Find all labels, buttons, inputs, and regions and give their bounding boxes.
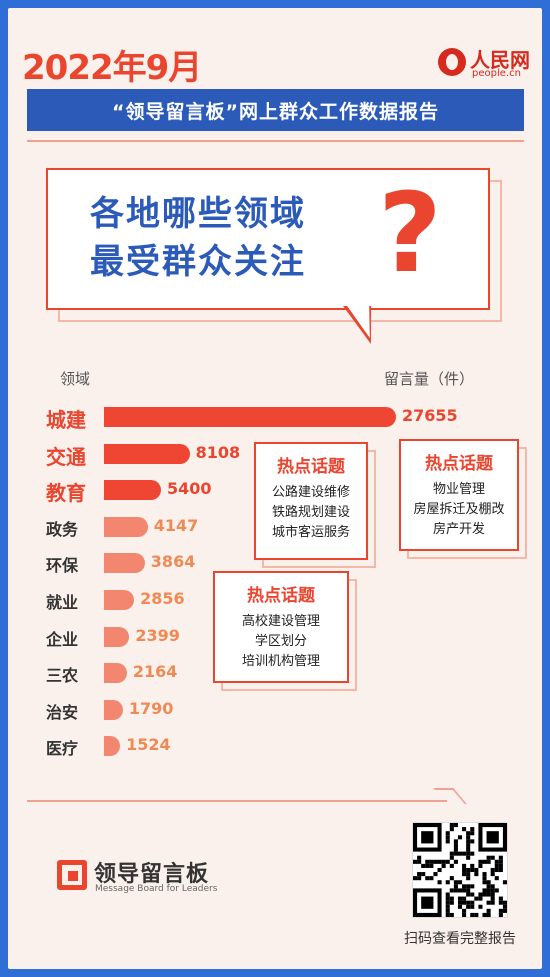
bar (104, 407, 396, 427)
hot-topic-item: 物业管理 (432, 482, 485, 497)
hot-topic-item: 学区划分 (254, 634, 307, 649)
bar-value-label: 3864 (150, 552, 196, 572)
hot-topic-card-transport: 热点话题 公路建设维修 铁路规划建设 城市客运服务 (254, 442, 368, 560)
category-label: 治安 (46, 702, 79, 722)
people-logo-url: people.cn (472, 68, 521, 79)
bar-value-label: 1790 (128, 698, 174, 718)
bar-value-label: 2856 (140, 589, 185, 608)
category-label: 交通 (46, 444, 86, 469)
axis-label-count: 留言量（件） (384, 370, 475, 388)
category-label: 环保 (46, 556, 79, 576)
header-divider (27, 140, 524, 142)
qr-caption: 扫码查看完整报告 (404, 931, 516, 947)
hot-topic-item: 房产开发 (432, 522, 485, 537)
hot-topic-title: 热点话题 (277, 457, 345, 477)
bar-value-label: 2164 (132, 662, 178, 682)
message-board-brand-en: Message Board for Leaders (95, 884, 218, 894)
category-label: 城建 (46, 408, 86, 432)
category-label: 政务 (46, 519, 79, 539)
people-logo-text: 人民网 (470, 48, 530, 72)
bar-value-label: 2399 (135, 625, 180, 645)
category-label: 企业 (46, 629, 79, 649)
hot-topic-item: 高校建设管理 (241, 614, 320, 629)
hot-topic-item: 房屋拆迁及棚改 (413, 502, 505, 517)
bar (104, 626, 130, 647)
hot-topic-item: 培训机构管理 (241, 654, 320, 669)
axis-label-field: 领域 (60, 370, 91, 388)
headline-line1: 各地哪些领域 (90, 194, 306, 234)
headline: 各地哪些领域 最受群众关注 (90, 190, 306, 286)
bar (104, 443, 190, 464)
bar (104, 663, 127, 684)
headline-line2: 最受群众关注 (90, 242, 306, 282)
bar-value-label: 1524 (126, 735, 171, 755)
bar-value-label: 4147 (153, 515, 199, 535)
bar (104, 516, 148, 537)
bar-value-label: 8108 (195, 442, 241, 462)
message-board-brand: 领导留言板 (94, 862, 210, 887)
question-mark-icon: ? (378, 169, 442, 297)
report-date: 2022年9月 (22, 48, 202, 88)
bar (104, 553, 145, 574)
headline-bubble (46, 168, 490, 310)
footer-divider (27, 800, 447, 802)
qr-code-icon (413, 823, 507, 917)
hot-topic-title: 热点话题 (247, 586, 315, 606)
hot-topic-item: 铁路规划建设 (271, 505, 350, 520)
hot-topic-item: 城市客运服务 (271, 525, 350, 540)
bar-value-label: 27655 (402, 406, 458, 425)
bar (104, 699, 123, 720)
bar (104, 736, 121, 757)
report-subtitle: “领导留言板”网上群众工作数据报告 (27, 89, 524, 131)
bar (104, 480, 162, 501)
qr-code[interactable] (412, 822, 508, 918)
hot-topic-title: 热点话题 (425, 454, 493, 474)
people-logo-icon (438, 48, 466, 76)
category-label: 三农 (46, 666, 79, 686)
bar-value-label: 5400 (167, 479, 212, 499)
category-label: 教育 (46, 481, 86, 506)
category-label: 就业 (46, 593, 79, 612)
hot-topic-card-construction: 热点话题 物业管理 房屋拆迁及棚改 房产开发 (399, 439, 519, 551)
hot-topic-card-education: 热点话题 高校建设管理 学区划分 培训机构管理 (213, 571, 349, 683)
bar (104, 590, 135, 610)
category-label: 医疗 (46, 739, 79, 759)
hot-topic-item: 公路建设维修 (271, 485, 350, 500)
message-board-logo-icon (57, 860, 87, 890)
